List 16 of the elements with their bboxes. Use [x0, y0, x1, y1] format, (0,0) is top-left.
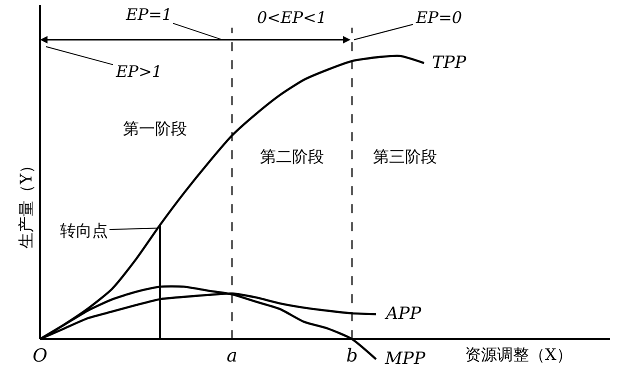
series-label: MPP: [384, 349, 426, 369]
annotation: 第三阶段: [373, 147, 437, 166]
series-label: TPP: [432, 53, 467, 73]
text: 0<EP<1: [257, 8, 327, 27]
annotation: 第一阶段: [123, 119, 187, 138]
annotation: 第二阶段: [260, 147, 324, 166]
annotation: EP>1: [115, 62, 162, 81]
x-tick-label: a: [226, 346, 238, 367]
x-axis-title: 资源调整（X）: [465, 345, 572, 364]
series-label: APP: [384, 304, 422, 324]
x-tick-label: O: [32, 346, 48, 367]
text: EP=0: [415, 8, 462, 27]
text: EP=1: [125, 5, 172, 24]
annotation: 转向点: [60, 221, 108, 240]
y-axis-title: 生产量（Y）: [16, 158, 36, 248]
x-tick-label: b: [346, 346, 358, 367]
